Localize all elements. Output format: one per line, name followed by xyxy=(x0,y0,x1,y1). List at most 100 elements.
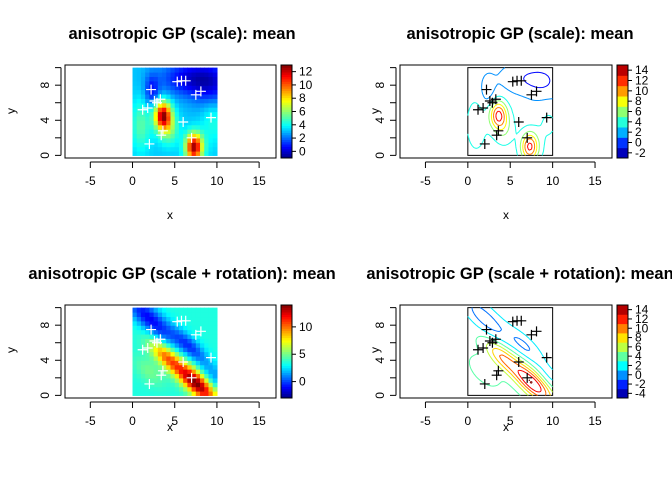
y-tick-label: 8 xyxy=(38,322,52,329)
heatmap-cell xyxy=(212,120,218,126)
heatmap-cell xyxy=(136,390,142,396)
legend-swatch xyxy=(617,137,628,149)
heatmap-cell xyxy=(191,133,197,139)
heatmap-cell xyxy=(195,347,201,353)
x-tick-label: -5 xyxy=(420,174,431,188)
heatmap-cell xyxy=(145,150,150,156)
legend-tick-label: 8 xyxy=(635,94,642,108)
heatmap-cell xyxy=(149,124,155,130)
plot-area: -5 0 5 10 15 0 4 8 xyxy=(38,304,277,428)
heatmap-cell xyxy=(204,89,210,95)
heatmap-cell xyxy=(204,111,210,117)
legend-swatch xyxy=(281,367,292,371)
heatmap-cell xyxy=(166,347,172,353)
heatmap-cell xyxy=(187,89,193,95)
legend-swatch xyxy=(281,113,292,117)
heatmap-cell xyxy=(208,137,214,143)
heatmap-cell xyxy=(200,377,205,383)
heatmap-cell xyxy=(178,386,184,392)
x-tick-label: 0 xyxy=(464,174,471,188)
heatmap-cell xyxy=(153,93,159,99)
heatmap-cell xyxy=(132,377,138,383)
heatmap-cell xyxy=(204,338,210,344)
heatmap-cell xyxy=(191,67,197,73)
heatmap-cell xyxy=(208,386,214,392)
legend-swatch xyxy=(281,141,292,145)
heatmap-cell xyxy=(200,124,205,130)
heatmap-cell xyxy=(208,102,214,108)
legend-swatch xyxy=(281,111,292,115)
heatmap-cell xyxy=(157,142,163,148)
heatmap-cell xyxy=(178,382,184,388)
legend-tick-label: -4 xyxy=(635,386,646,400)
heatmap-cell xyxy=(187,382,193,388)
observation-point xyxy=(493,365,504,376)
observation-point xyxy=(144,378,155,389)
heatmap-cell xyxy=(200,76,205,82)
heatmap-cell xyxy=(187,377,193,383)
panel-scale-image: anisotropic GP (scale): mean -5 0 5 10 15 0 4 8… xyxy=(4,25,313,222)
heatmap-cell xyxy=(140,76,146,82)
heatmap-cell xyxy=(204,333,210,339)
heatmap-cell xyxy=(183,129,188,135)
heatmap-cell xyxy=(170,98,176,104)
heatmap-cell xyxy=(166,390,172,396)
heatmap-cell xyxy=(183,85,188,91)
heatmap-cell xyxy=(212,386,218,392)
heatmap-cell xyxy=(145,382,150,388)
heatmap-cell xyxy=(166,386,172,392)
heatmap-cell xyxy=(166,369,172,375)
y-tick-label: 8 xyxy=(373,82,387,89)
heatmap-cell xyxy=(208,93,214,99)
heatmap-cell xyxy=(191,102,197,108)
heatmap-cell xyxy=(174,137,180,143)
heatmap-cell xyxy=(140,102,146,108)
heatmap-cell xyxy=(212,364,218,370)
heatmap-cell xyxy=(166,102,172,108)
heatmap-cell xyxy=(136,360,142,366)
legend-swatch xyxy=(281,106,292,110)
heatmap-cell xyxy=(187,150,193,156)
heatmap-cell xyxy=(200,360,205,366)
legend-tick-label: 0 xyxy=(299,144,306,158)
heatmap-cell xyxy=(132,355,138,361)
heatmap-cell xyxy=(183,133,188,139)
legend-swatch xyxy=(617,75,628,87)
heatmap-cell xyxy=(132,347,138,353)
observation-point xyxy=(146,84,157,95)
heatmap-cell xyxy=(191,150,197,156)
heatmap-cell xyxy=(153,133,159,139)
legend-swatch xyxy=(281,321,292,325)
heatmap-cell xyxy=(212,390,218,396)
legend-tick-label: 2 xyxy=(635,358,642,372)
heatmap-cell xyxy=(191,342,197,348)
heatmap-cell xyxy=(191,111,197,117)
heatmap-cell xyxy=(140,133,146,139)
legend-swatch xyxy=(281,384,292,387)
heatmap-cell xyxy=(149,111,155,117)
heatmap-cell xyxy=(140,369,146,375)
heatmap-cell xyxy=(162,150,167,156)
heatmap-cell xyxy=(162,67,167,73)
heatmap-cell xyxy=(174,124,180,130)
heatmap-cell xyxy=(208,342,214,348)
heatmap-cell xyxy=(170,146,176,152)
heatmap-cell xyxy=(132,307,138,313)
heatmap-cell xyxy=(195,364,201,370)
heatmap-cell xyxy=(200,98,205,104)
heatmap-cell xyxy=(170,142,176,148)
heatmap-cell xyxy=(170,120,176,126)
contour-line xyxy=(492,347,551,396)
heatmap-cell xyxy=(136,102,142,108)
heatmap-cell xyxy=(162,312,167,318)
observation-point xyxy=(526,89,537,100)
heatmap-cell xyxy=(157,76,163,82)
heatmap-cell xyxy=(145,377,150,383)
heatmap-cell xyxy=(149,115,155,121)
legend-swatch xyxy=(281,146,292,150)
heatmap-cell xyxy=(162,377,167,383)
heatmap-cell xyxy=(183,89,188,95)
heatmap-cell xyxy=(200,351,205,357)
heatmap-cell xyxy=(187,115,193,121)
heatmap-cell xyxy=(174,115,180,121)
